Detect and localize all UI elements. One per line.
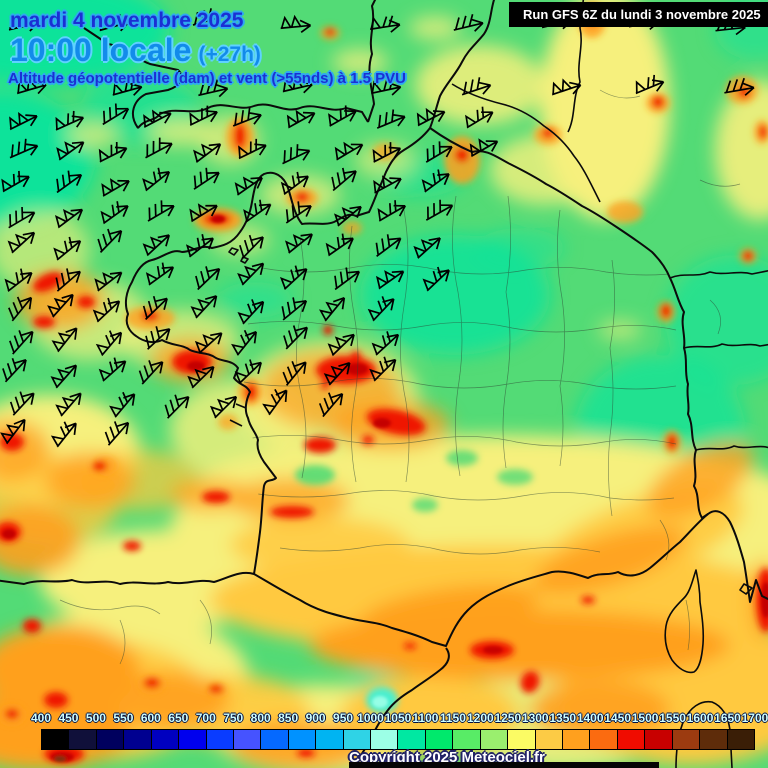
legend-value-label: 600 <box>140 711 161 725</box>
legend-value-label: 800 <box>250 711 271 725</box>
legend-swatch <box>124 730 152 749</box>
legend-swatch <box>590 730 618 749</box>
legend-value-label: 1050 <box>384 711 412 725</box>
legend-value-label: 1400 <box>576 711 604 725</box>
legend-swatch <box>371 730 399 749</box>
legend-swatch <box>316 730 344 749</box>
legend-value-label: 1250 <box>494 711 522 725</box>
legend-swatch <box>42 730 70 749</box>
legend-value-label: 1550 <box>659 711 686 725</box>
map-time-title: 10:00 locale (+27h) <box>10 32 261 69</box>
legend-value-label: 1700 <box>741 711 768 725</box>
legend-swatch <box>563 730 591 749</box>
legend-swatch <box>179 730 207 749</box>
foreign-boundaries <box>59 89 741 665</box>
bottom-edge-strip <box>349 762 659 768</box>
legend-swatch <box>69 730 97 749</box>
legend-value-label: 850 <box>278 711 299 725</box>
legend-value-label: 1000 <box>357 711 384 725</box>
legend-swatch <box>151 730 180 749</box>
legend-value-label: 1500 <box>631 711 659 725</box>
legend-swatch <box>343 730 372 749</box>
legend-value-label: 1450 <box>604 711 632 725</box>
local-time-label: 10:00 locale <box>10 32 192 68</box>
legend-swatch <box>288 730 317 749</box>
legend-value-label: 950 <box>333 711 354 725</box>
legend-swatch <box>617 730 646 749</box>
copyright-label: Copyright 2025 Meteociel.fr <box>349 749 545 766</box>
legend-swatch <box>206 730 234 749</box>
legend-value-label: 550 <box>113 711 134 725</box>
model-run-banner: Run GFS 6Z du lundi 3 novembre 2025 <box>509 2 768 27</box>
legend-swatch <box>700 730 728 749</box>
color-scale-legend <box>41 729 755 750</box>
legend-value-label: 750 <box>223 711 244 725</box>
legend-value-label: 1300 <box>521 711 549 725</box>
legend-swatch <box>398 730 426 749</box>
legend-swatch <box>233 730 262 749</box>
legend-swatch <box>96 730 125 749</box>
legend-value-label: 1350 <box>549 711 577 725</box>
map-parameter-subtitle: Altitude géopotentielle (dam) et vent (>… <box>8 70 406 87</box>
legend-swatch <box>672 730 701 749</box>
legend-value-label: 900 <box>305 711 326 725</box>
legend-value-label: 1600 <box>686 711 714 725</box>
legend-swatch <box>480 730 509 749</box>
legend-value-label: 450 <box>58 711 79 725</box>
legend-swatch <box>727 730 754 749</box>
intense-cores <box>2 215 768 762</box>
country-borders <box>429 0 768 519</box>
legend-value-label: 1100 <box>412 711 439 725</box>
legend-value-label: 1150 <box>439 711 466 725</box>
legend-swatch <box>645 730 673 749</box>
legend-value-label: 400 <box>30 711 52 725</box>
legend-swatch <box>453 730 481 749</box>
legend-value-label: 1200 <box>467 711 494 725</box>
legend-swatch <box>508 730 536 749</box>
legend-value-label: 650 <box>168 711 189 725</box>
map-date-title: mardi 4 novembre 2025 <box>10 9 244 32</box>
legend-value-label: 1650 <box>714 711 741 725</box>
legend-swatch <box>261 730 289 749</box>
legend-swatch <box>425 730 454 749</box>
legend-swatch <box>535 730 564 749</box>
legend-value-label: 700 <box>195 711 216 725</box>
forecast-offset-label: (+27h) <box>198 43 261 66</box>
legend-value-label: 500 <box>85 711 106 725</box>
